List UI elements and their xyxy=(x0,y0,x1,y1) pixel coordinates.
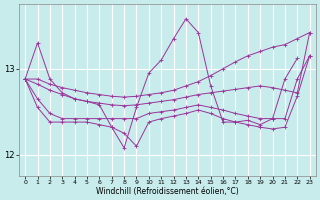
X-axis label: Windchill (Refroidissement éolien,°C): Windchill (Refroidissement éolien,°C) xyxy=(96,187,239,196)
